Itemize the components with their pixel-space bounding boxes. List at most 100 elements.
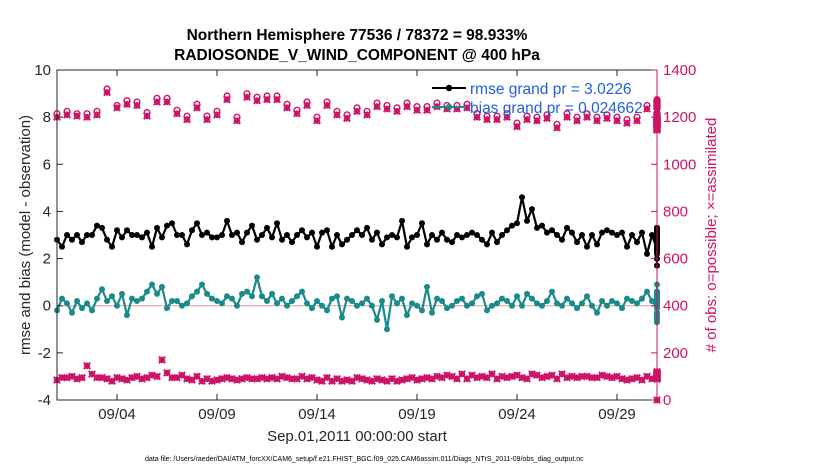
obs-point — [638, 376, 646, 384]
rmse-point — [244, 229, 250, 236]
bias-point — [304, 300, 310, 307]
rmse-point — [184, 241, 190, 248]
rmse-point — [209, 234, 215, 241]
legend-rmse-marker — [445, 84, 453, 92]
bias-point — [144, 288, 150, 295]
bias-point — [189, 293, 195, 300]
rmse-point — [429, 232, 435, 238]
bias-point — [89, 307, 95, 314]
x-tick-label: 09/04 — [98, 406, 136, 423]
rmse-point — [94, 222, 100, 229]
rmse-point — [339, 241, 345, 248]
bias-point — [559, 302, 565, 309]
rmse-point — [464, 232, 470, 238]
rmse-point — [479, 236, 485, 243]
rmse-point — [169, 220, 175, 227]
bias-point — [404, 312, 410, 319]
bias-point — [589, 302, 595, 309]
y-tick-label-left: 4 — [43, 203, 51, 220]
y-tick-label-right: 0 — [663, 392, 671, 409]
rmse-point — [434, 236, 440, 243]
rmse-point — [389, 232, 395, 238]
rmse-point — [154, 224, 160, 231]
y-tick-label-right: 200 — [663, 345, 688, 362]
obs-point — [153, 372, 161, 381]
rmse-point — [439, 229, 445, 236]
bias-point — [644, 288, 650, 295]
obs-point — [498, 372, 506, 381]
rmse-point — [619, 229, 625, 236]
bias-point — [344, 295, 350, 302]
obs-assimilated-point — [343, 114, 351, 123]
bias-point — [94, 295, 100, 302]
rmse-point — [564, 224, 570, 231]
bias-point — [159, 283, 165, 290]
rmse-point — [399, 217, 405, 224]
rmse-point — [509, 222, 515, 229]
rmse-point — [344, 236, 350, 243]
bias-point — [479, 290, 485, 297]
bias-point — [184, 300, 190, 307]
obs-assimilated-point — [363, 110, 371, 119]
bias-point — [454, 298, 460, 304]
y-tick-label-right: 1400 — [663, 62, 696, 79]
rmse-point — [549, 227, 555, 234]
rmse-point — [444, 236, 450, 243]
obs-assimilated-point — [593, 116, 601, 125]
rmse-point — [334, 232, 340, 238]
bias-point — [544, 298, 550, 304]
bias-point — [439, 298, 445, 304]
bias-point — [154, 290, 160, 297]
rmse-point — [609, 229, 615, 236]
bias-point — [369, 302, 375, 309]
bias-point — [224, 293, 230, 300]
bias-point — [499, 295, 505, 302]
obs-assimilated-point — [503, 113, 511, 122]
obs-assimilated-point — [543, 114, 551, 123]
x-tick-label: 09/29 — [598, 406, 636, 423]
rmse-point — [59, 243, 65, 250]
bias-point — [649, 298, 655, 304]
rmse-point — [119, 234, 125, 241]
rmse-point — [224, 217, 230, 224]
x-axis-label: Sep.01,2011 00:00:00 start — [267, 428, 448, 445]
bias-point — [69, 309, 75, 316]
rmse-point — [159, 234, 165, 241]
bias-point — [529, 295, 535, 302]
rmse-point — [459, 234, 465, 241]
bias-point — [474, 293, 480, 300]
obs-assimilated-point — [373, 102, 381, 111]
bias-point — [489, 302, 495, 309]
bias-point — [449, 302, 455, 309]
legend-rmse-text: rmse grand pr = 3.0226 — [470, 81, 632, 98]
rmse-point — [624, 243, 630, 250]
rmse-point — [544, 229, 550, 236]
rmse-point — [89, 232, 95, 238]
rmse-point — [424, 241, 430, 248]
x-tick-label: 09/14 — [298, 406, 336, 423]
obs-assimilated-point — [143, 112, 151, 120]
obs-assimilated-point — [613, 116, 621, 125]
rmse-point — [614, 232, 620, 238]
rmse-point — [589, 232, 595, 238]
obs-point — [88, 370, 96, 378]
bias-point — [64, 300, 70, 307]
obs-assimilated-point — [273, 95, 281, 104]
bias-point — [314, 298, 320, 304]
obs-point — [233, 376, 241, 384]
bias-point — [379, 298, 385, 304]
bias-point — [459, 295, 465, 302]
bias-point — [484, 307, 490, 314]
obs-assimilated-point — [223, 95, 231, 104]
rmse-point — [599, 229, 605, 236]
rmse-point — [419, 220, 425, 227]
rmse-point — [109, 243, 115, 250]
rmse-point — [269, 234, 275, 241]
y-tick-label-left: -2 — [38, 345, 51, 362]
obs-assimilated-point — [93, 110, 101, 119]
obs-assimilated-point — [563, 113, 571, 122]
bias-point — [584, 293, 590, 300]
obs-point — [483, 373, 491, 382]
rmse-point — [574, 239, 580, 246]
